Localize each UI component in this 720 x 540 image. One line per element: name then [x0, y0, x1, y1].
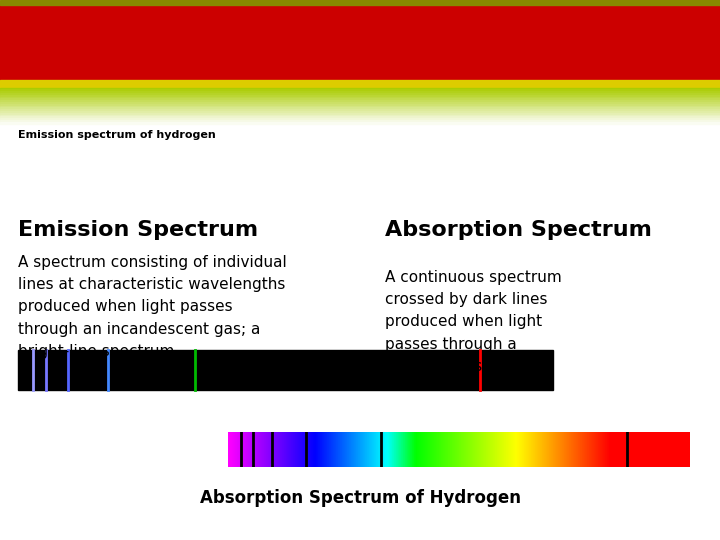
Bar: [0, 122, 720, 124]
Bar: [0, 93, 720, 95]
Bar: [0, 113, 720, 115]
Bar: [0, 109, 720, 111]
Bar: [0, 107, 720, 110]
Bar: [0, 98, 720, 100]
Bar: [0, 87, 720, 90]
Bar: [0, 105, 720, 108]
Bar: [0, 120, 720, 122]
Text: A spectrum consisting of individual
lines at characteristic wavelengths
produced: A spectrum consisting of individual line…: [18, 255, 287, 359]
Bar: [0, 97, 720, 99]
Text: Absorption Spectrum: Absorption Spectrum: [385, 220, 652, 240]
Bar: [0, 94, 720, 97]
Bar: [0, 89, 720, 92]
Bar: [0, 102, 720, 104]
Bar: [0, 114, 720, 117]
Text: Emission Spectrum: Emission Spectrum: [18, 220, 258, 240]
Text: Emission spectrum of hydrogen: Emission spectrum of hydrogen: [18, 130, 216, 140]
Bar: [0, 0, 720, 5]
Text: A continuous spectrum
crossed by dark lines
produced when light
passes through a: A continuous spectrum crossed by dark li…: [385, 270, 562, 374]
Bar: [0, 100, 720, 103]
Bar: [0, 5, 720, 80]
Bar: [0, 111, 720, 113]
Bar: [0, 80, 720, 88]
Bar: [0, 116, 720, 119]
Bar: [0, 91, 720, 93]
Bar: [0, 104, 720, 106]
Bar: [0, 118, 720, 120]
Text: Absorption Spectrum of Hydrogen: Absorption Spectrum of Hydrogen: [199, 489, 521, 507]
Bar: [18, 350, 553, 390]
